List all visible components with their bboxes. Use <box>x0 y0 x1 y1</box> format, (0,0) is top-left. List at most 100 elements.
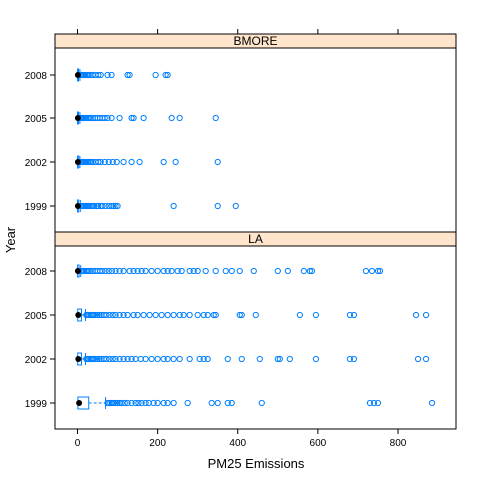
outlier-point <box>150 399 157 407</box>
outlier-point <box>194 311 201 319</box>
outlier-point <box>113 158 120 166</box>
box-la-1999: 1999 <box>25 396 436 410</box>
outlier-point <box>142 399 149 407</box>
outlier-point <box>370 399 378 407</box>
outlier-point <box>135 399 142 407</box>
y-tick-label: 2008 <box>25 71 48 82</box>
outlier-point <box>105 267 112 275</box>
outlier-point <box>154 267 161 275</box>
median-dot <box>74 72 81 78</box>
outlier-point <box>108 202 115 210</box>
outlier-point <box>112 399 119 407</box>
outlier-point <box>95 202 102 210</box>
y-axis-title: Year <box>3 226 18 253</box>
outlier-point <box>90 355 97 363</box>
outlier-point <box>176 114 183 122</box>
outlier-point <box>276 355 283 363</box>
outlier-point <box>228 399 235 407</box>
outlier-point <box>414 355 422 363</box>
outlier-point <box>422 355 430 363</box>
outlier-point <box>110 202 117 210</box>
outlier-point <box>101 114 108 122</box>
outlier-point <box>104 114 111 122</box>
box-bmore-1999: 1999 <box>25 199 239 213</box>
outlier-point <box>184 399 191 407</box>
outlier-point <box>112 267 119 275</box>
x-tick-label: 200 <box>149 438 166 449</box>
outlier-point <box>124 355 131 363</box>
box-bmore-2002: 2002 <box>25 155 221 169</box>
median-dot <box>75 312 82 318</box>
x-axis: 0 200 400 600 800 <box>75 29 407 449</box>
outlier-point <box>284 267 291 275</box>
outlier-point <box>256 355 263 363</box>
x-tick-label: 600 <box>310 438 327 449</box>
y-tick-label: 1999 <box>25 202 48 213</box>
median-dot <box>74 159 81 165</box>
outlier-point <box>232 202 239 210</box>
outlier-point <box>214 399 221 407</box>
outlier-point <box>121 399 128 407</box>
outlier-point <box>132 399 139 407</box>
outlier-point <box>154 399 161 407</box>
outlier-point <box>120 267 127 275</box>
outlier-point <box>128 114 135 122</box>
outlier-point <box>102 202 109 210</box>
outlier-point <box>154 355 161 363</box>
outlier-point <box>116 267 123 275</box>
outlier-point <box>214 202 221 210</box>
outlier-point <box>160 355 167 363</box>
outlier-point <box>128 355 135 363</box>
outlier-point <box>224 399 231 407</box>
box-bmore-2008: 2008 <box>25 68 171 82</box>
box-bmore-2005: 2005 <box>25 111 219 125</box>
outlier-point <box>228 267 235 275</box>
y-tick-label: 1999 <box>25 399 48 410</box>
outlier-point <box>152 311 159 319</box>
panel-frame <box>54 245 457 430</box>
outlier-point <box>168 114 175 122</box>
outlier-point <box>170 355 177 363</box>
x-axis-title: PM25 Emissions <box>208 456 305 471</box>
outlier-point <box>212 267 219 275</box>
outlier-point <box>112 355 119 363</box>
outlier-point <box>190 267 197 275</box>
outlier-point <box>112 311 119 319</box>
outlier-point <box>308 267 315 275</box>
outlier-point <box>106 355 113 363</box>
outlier-point <box>126 71 133 79</box>
outlier-point <box>146 311 153 319</box>
outlier-point <box>138 399 145 407</box>
outlier-point <box>106 311 113 319</box>
outlier-point <box>118 399 125 407</box>
outlier-point <box>238 311 245 319</box>
outlier-point <box>101 158 108 166</box>
outlier-point <box>374 399 382 407</box>
outlier-point <box>128 399 135 407</box>
outlier-point <box>306 267 313 275</box>
outlier-point <box>374 267 382 275</box>
outlier-point <box>96 355 103 363</box>
outlier-point <box>368 267 376 275</box>
outlier-point <box>102 267 109 275</box>
outlier-point <box>250 267 257 275</box>
y-tick-label: 2002 <box>25 355 48 366</box>
outlier-point <box>114 202 121 210</box>
outlier-point <box>126 267 133 275</box>
outlier-point <box>164 71 171 79</box>
outlier-point <box>164 267 171 275</box>
outlier-point <box>194 267 201 275</box>
outlier-point <box>164 399 171 407</box>
outlier-point <box>124 399 131 407</box>
strip-label: BMORE <box>233 34 277 48</box>
outlier-point <box>95 158 102 166</box>
outlier-point <box>96 311 103 319</box>
outlier-point <box>286 355 293 363</box>
outlier-point <box>200 355 207 363</box>
outlier-point <box>138 267 145 275</box>
outlier-point <box>176 355 183 363</box>
y-tick-label: 2008 <box>25 267 48 278</box>
outlier-point <box>162 71 169 79</box>
outlier-point <box>346 355 354 363</box>
